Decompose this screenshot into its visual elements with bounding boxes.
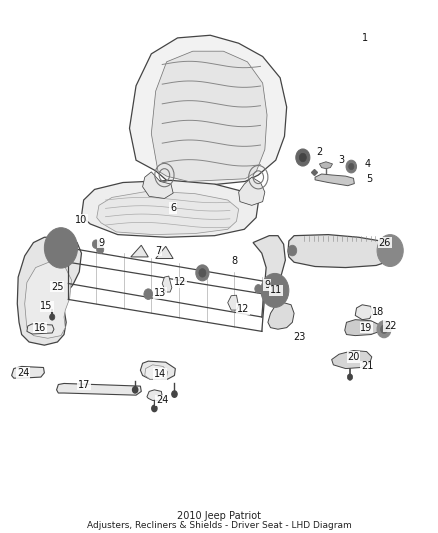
Text: 3: 3: [338, 155, 344, 165]
Text: 22: 22: [384, 321, 396, 331]
Text: 14: 14: [154, 369, 166, 379]
Polygon shape: [97, 191, 239, 235]
Text: 9: 9: [264, 280, 270, 290]
Circle shape: [133, 386, 138, 393]
Polygon shape: [131, 245, 148, 257]
Text: 24: 24: [156, 395, 169, 406]
Text: 2: 2: [316, 147, 322, 157]
Polygon shape: [253, 236, 286, 303]
Circle shape: [57, 243, 65, 253]
Polygon shape: [141, 361, 175, 379]
Circle shape: [50, 235, 72, 261]
Text: 6: 6: [170, 203, 176, 213]
Polygon shape: [145, 365, 167, 379]
Text: 23: 23: [293, 332, 306, 342]
Text: 10: 10: [75, 215, 88, 225]
Polygon shape: [17, 237, 81, 345]
Polygon shape: [239, 177, 265, 205]
Circle shape: [381, 325, 388, 334]
Polygon shape: [319, 162, 332, 168]
Circle shape: [172, 391, 177, 397]
Polygon shape: [81, 180, 258, 237]
Text: 7: 7: [155, 246, 161, 255]
Circle shape: [261, 273, 289, 308]
Circle shape: [272, 286, 279, 295]
Text: 16: 16: [34, 322, 46, 333]
Circle shape: [255, 285, 262, 293]
Text: 20: 20: [347, 352, 360, 362]
Circle shape: [346, 160, 357, 173]
Circle shape: [381, 240, 399, 261]
Circle shape: [199, 269, 206, 277]
Circle shape: [44, 228, 78, 268]
Circle shape: [377, 235, 403, 266]
Circle shape: [152, 405, 157, 411]
Polygon shape: [27, 324, 54, 334]
Text: 18: 18: [372, 306, 385, 317]
Text: 24: 24: [17, 368, 30, 378]
Text: 13: 13: [154, 288, 166, 298]
Text: 1: 1: [362, 33, 368, 43]
Circle shape: [196, 265, 209, 281]
Circle shape: [92, 240, 99, 248]
Text: 21: 21: [361, 361, 374, 372]
Text: 26: 26: [379, 238, 391, 247]
Text: 19: 19: [360, 322, 373, 333]
Polygon shape: [268, 303, 294, 329]
Text: 15: 15: [40, 301, 53, 311]
Text: 5: 5: [367, 174, 373, 184]
Circle shape: [144, 289, 152, 300]
Text: 17: 17: [78, 379, 90, 390]
Text: 9: 9: [98, 238, 104, 247]
Text: 12: 12: [237, 304, 249, 314]
Text: 2010 Jeep Patriot: 2010 Jeep Patriot: [177, 511, 261, 521]
Circle shape: [288, 245, 297, 256]
Text: 12: 12: [173, 278, 186, 287]
Polygon shape: [315, 174, 354, 185]
Polygon shape: [147, 390, 162, 400]
Polygon shape: [130, 35, 287, 187]
Polygon shape: [355, 305, 373, 320]
Polygon shape: [25, 262, 71, 338]
Polygon shape: [332, 351, 372, 368]
Circle shape: [97, 245, 104, 254]
Text: 8: 8: [231, 256, 237, 266]
Circle shape: [49, 314, 55, 320]
Polygon shape: [57, 383, 141, 395]
Polygon shape: [162, 276, 172, 292]
Circle shape: [299, 154, 306, 162]
Circle shape: [387, 246, 394, 255]
Circle shape: [347, 374, 353, 380]
Text: 11: 11: [270, 286, 282, 295]
Circle shape: [265, 279, 285, 302]
Text: Adjusters, Recliners & Shields - Driver Seat - LHD Diagram: Adjusters, Recliners & Shields - Driver …: [87, 521, 351, 530]
Polygon shape: [151, 51, 267, 181]
Polygon shape: [155, 246, 173, 259]
Polygon shape: [288, 235, 392, 268]
Polygon shape: [228, 295, 239, 310]
Polygon shape: [345, 320, 380, 336]
Text: 4: 4: [364, 159, 371, 169]
Circle shape: [349, 164, 354, 169]
Polygon shape: [143, 172, 173, 198]
Circle shape: [377, 321, 391, 338]
Text: 25: 25: [51, 282, 64, 292]
Circle shape: [296, 149, 310, 166]
Polygon shape: [12, 367, 44, 378]
